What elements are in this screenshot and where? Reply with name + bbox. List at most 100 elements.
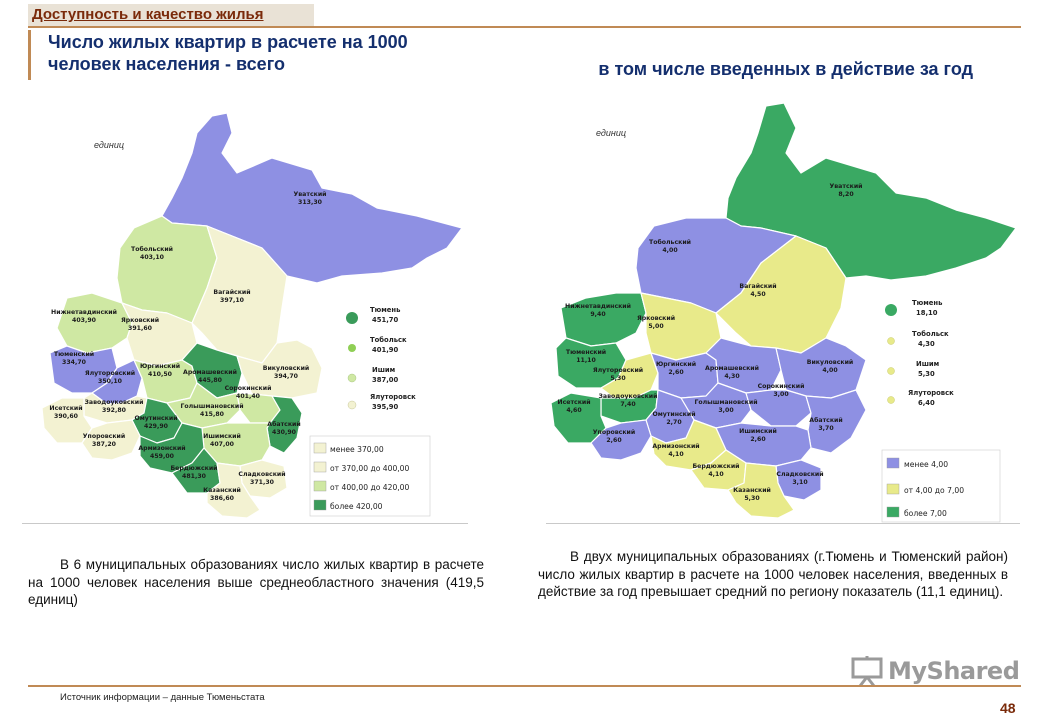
title-accent-bar bbox=[28, 30, 31, 80]
legend-label-4: более 420,00 bbox=[330, 502, 383, 511]
label-name-abatsky: Абатский bbox=[809, 416, 842, 424]
label-name-yalutorovsky: Ялуторовский bbox=[593, 366, 643, 374]
city-marker-ishim bbox=[347, 373, 357, 383]
header-divider bbox=[28, 26, 1021, 28]
label-name-uvatsky: Уватский bbox=[830, 182, 863, 190]
label-value-vagaisky: 397,10 bbox=[220, 297, 245, 304]
left-units-label: единиц bbox=[94, 140, 124, 150]
label-value-omutinsky: 2,70 bbox=[666, 419, 682, 426]
legend-swatch-4 bbox=[313, 499, 327, 511]
label-name-omutinsky: Омутинский bbox=[134, 414, 177, 422]
city-marker-tyumen bbox=[346, 312, 358, 324]
legend-label-1: менее 370,00 bbox=[330, 445, 384, 454]
label-name-aromashevsky: Аромашевский bbox=[183, 368, 237, 376]
city-marker-yalutorovsk bbox=[887, 396, 895, 404]
city-value-tobolsk: 4,30 bbox=[918, 340, 935, 348]
left-legend: менее 370,00 от 370,00 до 400,00 от 400,… bbox=[309, 435, 431, 517]
legend-swatch-3 bbox=[886, 506, 900, 518]
city-name-tyumen: Тюмень bbox=[912, 299, 942, 307]
label-name-kazansky: Казанский bbox=[733, 486, 771, 494]
label-name-abatsky: Абатский bbox=[267, 420, 300, 428]
label-value-yurginsky: 2,60 bbox=[668, 369, 684, 376]
label-value-yalutorovsky: 5,30 bbox=[610, 375, 626, 382]
region-abatsky bbox=[805, 389, 867, 454]
city-name-ishim: Ишим bbox=[916, 360, 939, 368]
label-value-tyumensky: 334,70 bbox=[62, 359, 87, 366]
label-value-yarkovsky: 391,60 bbox=[128, 325, 153, 332]
label-value-sorokinsky: 401,40 bbox=[236, 393, 261, 400]
city-marker-yalutorovsk bbox=[347, 400, 357, 410]
label-name-tyumensky: Тюменский bbox=[566, 348, 606, 356]
label-name-uvatsky: Уватский bbox=[294, 190, 327, 198]
label-name-omutinsky: Омутинский bbox=[652, 410, 695, 418]
presentation-icon bbox=[851, 656, 883, 687]
city-name-yalutorovsk: Ялуторовск bbox=[370, 393, 416, 401]
label-name-sorokinsky: Сорокинский bbox=[225, 384, 272, 392]
left-note: В 6 муниципальных образованиях число жил… bbox=[28, 556, 484, 609]
label-value-yalutorovsky: 350,10 bbox=[98, 378, 123, 385]
label-value-armizonsky: 4,10 bbox=[668, 451, 684, 458]
city-name-tyumen: Тюмень bbox=[370, 306, 400, 314]
label-value-uporovsky: 387,20 bbox=[92, 441, 117, 448]
city-marker-tobolsk bbox=[887, 337, 895, 345]
city-name-tobolsk: Тобольск bbox=[370, 336, 407, 344]
legend-swatch-1 bbox=[313, 442, 327, 454]
legend-swatch-2 bbox=[886, 483, 900, 495]
label-name-golyshmanovsky: Голышмановский bbox=[180, 402, 243, 410]
label-value-tobolsky: 403,10 bbox=[140, 254, 165, 261]
legend-label-2: от 4,00 до 7,00 bbox=[904, 486, 964, 495]
label-name-isetsky: Исетский bbox=[49, 404, 82, 412]
right-note-text: В двух муниципальных образованиях (г.Тюм… bbox=[538, 549, 1008, 599]
left-map-title: Число жилых квартир в расчете на 1000 че… bbox=[48, 32, 408, 74]
region-kazansky bbox=[206, 462, 261, 519]
label-value-ishimsky: 407,00 bbox=[210, 441, 235, 448]
region-nizhnetavdinsky bbox=[56, 292, 133, 354]
footer-divider bbox=[28, 685, 1021, 687]
label-value-kazansky: 5,30 bbox=[744, 495, 760, 502]
left-region-labels: Уватский 313,30 Тобольский 403,10 Вагайски… bbox=[49, 190, 326, 502]
label-value-abatsky: 430,90 bbox=[272, 429, 297, 436]
right-map-title: в том числе введенных в действие за год bbox=[598, 59, 973, 79]
label-value-zavodoukovsky: 7,40 bbox=[620, 401, 636, 408]
city-marker-tyumen bbox=[885, 304, 897, 316]
left-map: единиц bbox=[22, 98, 468, 524]
city-name-ishim: Ишим bbox=[372, 366, 395, 374]
label-value-armizonsky: 459,00 bbox=[150, 453, 175, 460]
city-value-yalutorovsk: 6,40 bbox=[918, 399, 935, 407]
legend-label-3: более 7,00 bbox=[904, 509, 947, 518]
label-value-vikulovsky: 4,00 bbox=[822, 367, 838, 374]
region-uvatsky bbox=[161, 112, 463, 284]
label-name-golyshmanovsky: Голышмановский bbox=[694, 398, 757, 406]
label-value-tobolsky: 4,00 bbox=[662, 247, 678, 254]
label-name-yarkovsky: Ярковский bbox=[121, 316, 159, 324]
section-title: Доступность и качество жилья bbox=[28, 4, 314, 26]
label-name-isetsky: Исетский bbox=[557, 398, 590, 406]
region-uvatsky bbox=[725, 102, 1017, 281]
label-value-ishimsky: 2,60 bbox=[750, 436, 766, 443]
label-name-vikulovsky: Викуловский bbox=[807, 358, 854, 366]
city-name-tobolsk: Тобольск bbox=[912, 330, 949, 338]
left-city-list: Тюмень 451,70 Тобольск 401,90 Ишим 387,0… bbox=[346, 306, 416, 411]
